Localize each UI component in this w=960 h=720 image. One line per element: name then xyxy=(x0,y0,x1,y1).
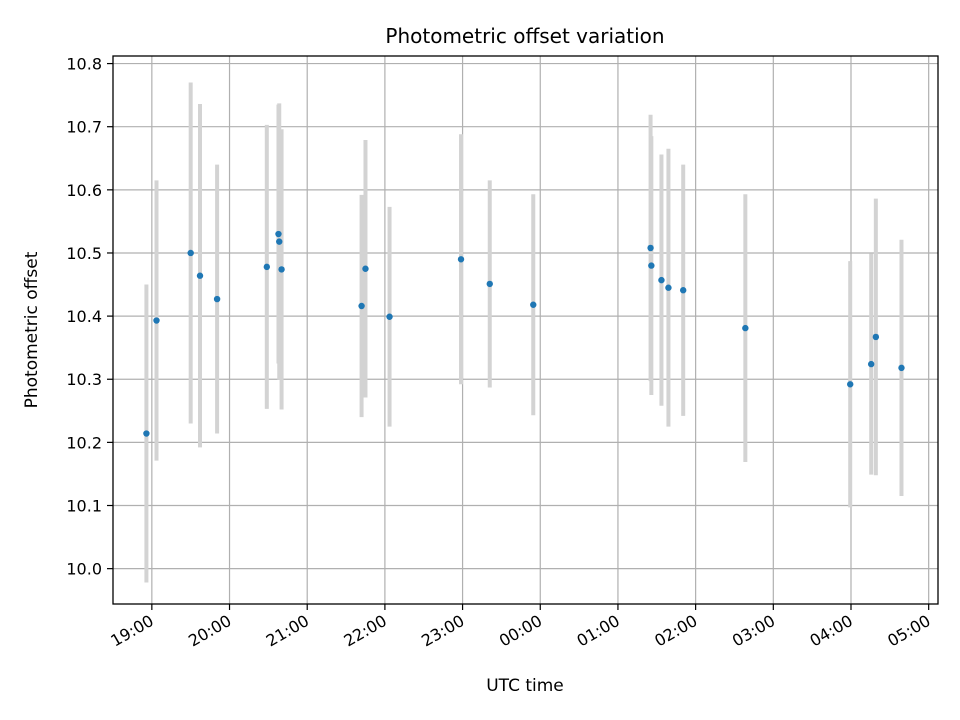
y-tick-label: 10.1 xyxy=(66,497,102,516)
y-tick-label: 10.7 xyxy=(66,118,102,137)
data-point xyxy=(386,313,393,320)
chart-title: Photometric offset variation xyxy=(385,24,664,48)
data-point xyxy=(263,263,271,271)
x-tick-label: 00:00 xyxy=(496,611,545,651)
data-point xyxy=(486,280,493,288)
data-point xyxy=(872,333,880,341)
x-tick-label: 21:00 xyxy=(263,611,312,651)
y-axis-label: Photometric offset xyxy=(22,251,42,408)
x-tick-label: 23:00 xyxy=(418,611,467,651)
data-point xyxy=(143,430,150,437)
y-axis: 10.0 10.1 10.2 10.3 10.4 10.5 10.6 10.7 10.8 xyxy=(66,55,113,579)
data-point xyxy=(847,381,854,388)
data-point xyxy=(648,262,655,269)
x-tick-label: 02:00 xyxy=(651,611,700,651)
data-point xyxy=(275,230,282,238)
data-point xyxy=(196,272,204,279)
data-point xyxy=(457,256,465,263)
data-point xyxy=(867,360,875,368)
y-tick-label: 10.0 xyxy=(66,560,102,579)
data-point xyxy=(665,284,672,291)
x-tick-label: 19:00 xyxy=(107,611,156,651)
data-points xyxy=(143,230,905,437)
data-point xyxy=(898,364,905,372)
y-tick-label: 10.6 xyxy=(66,181,102,200)
data-point xyxy=(187,249,194,257)
data-point xyxy=(658,276,665,284)
data-point xyxy=(213,295,221,303)
data-point xyxy=(358,302,365,310)
x-tick-label: 20:00 xyxy=(185,611,234,651)
data-point xyxy=(647,244,654,252)
y-tick-label: 10.8 xyxy=(66,55,102,74)
x-axis: 19:00 20:00 21:00 22:00 23:00 00:00 01:00 02:00… xyxy=(107,604,934,651)
plot-frame xyxy=(112,55,939,605)
error-bars xyxy=(144,82,904,583)
y-tick-label: 10.2 xyxy=(66,433,102,452)
data-point xyxy=(679,287,687,294)
x-tick-label: 03:00 xyxy=(729,611,778,651)
x-tick-label: 01:00 xyxy=(574,611,623,651)
data-point xyxy=(362,265,369,272)
grid xyxy=(113,56,938,604)
x-tick-label: 04:00 xyxy=(807,611,856,651)
data-point xyxy=(530,301,537,308)
data-point xyxy=(276,238,283,245)
x-axis-label: UTC time xyxy=(486,676,564,696)
y-tick-label: 10.4 xyxy=(66,307,102,326)
x-tick-label: 22:00 xyxy=(340,611,389,651)
y-tick-label: 10.5 xyxy=(66,244,102,263)
y-tick-label: 10.3 xyxy=(66,370,102,389)
data-point xyxy=(278,266,285,273)
x-tick-label: 05:00 xyxy=(884,611,933,651)
data-point xyxy=(153,317,160,324)
data-point xyxy=(742,324,749,332)
